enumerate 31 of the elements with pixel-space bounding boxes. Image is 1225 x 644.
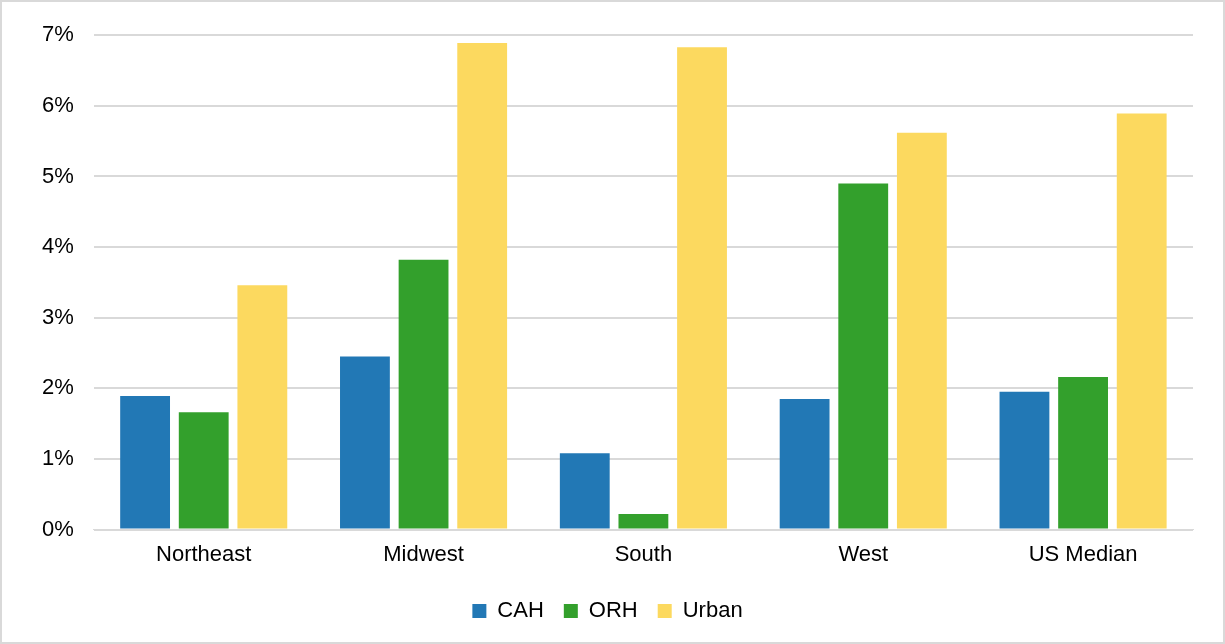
bar (178, 412, 229, 529)
bar (618, 514, 669, 529)
y-tick-label: 0% (42, 515, 74, 541)
bar (779, 398, 830, 529)
bar (457, 42, 508, 529)
y-tick-label: 2% (42, 374, 74, 400)
bar (120, 396, 171, 529)
legend-label: Urban (682, 597, 743, 623)
x-tick-label: US Median (1028, 540, 1138, 566)
y-tick-label: 5% (42, 162, 74, 188)
bar (1058, 377, 1108, 529)
y-tick-label: 6% (42, 91, 74, 117)
x-tick-label: South (614, 540, 673, 566)
y-tick-label: 4% (42, 233, 74, 259)
y-tick-label: 7% (42, 21, 74, 47)
bar (999, 391, 1050, 529)
x-tick-label: Northeast (156, 540, 252, 566)
bar (1116, 113, 1167, 529)
bar (896, 132, 947, 529)
legend-label: ORH (588, 597, 638, 623)
legend-label: CAH (497, 597, 544, 623)
bar (340, 356, 390, 529)
y-tick-label: 3% (42, 303, 74, 329)
bar (559, 453, 610, 529)
x-tick-label: Midwest (383, 540, 464, 566)
x-tick-label: West (838, 540, 889, 566)
bar (838, 183, 889, 529)
bar (237, 285, 288, 529)
bar (398, 259, 449, 529)
y-tick-label: 1% (42, 445, 74, 471)
bar (677, 47, 727, 529)
